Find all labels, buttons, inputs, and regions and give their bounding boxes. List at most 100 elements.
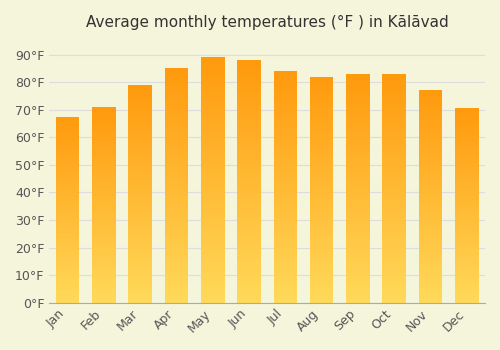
Bar xyxy=(201,163,224,165)
Bar xyxy=(128,218,152,220)
Bar xyxy=(346,250,370,252)
Bar xyxy=(310,201,334,203)
Bar xyxy=(274,164,297,166)
Bar xyxy=(128,235,152,237)
Bar xyxy=(310,282,334,285)
Bar xyxy=(237,176,261,179)
Bar xyxy=(128,285,152,287)
Bar xyxy=(382,133,406,136)
Bar xyxy=(382,186,406,188)
Bar xyxy=(310,289,334,291)
Bar xyxy=(418,156,442,159)
Bar xyxy=(237,60,261,63)
Bar xyxy=(201,209,224,212)
Bar xyxy=(455,213,478,215)
Bar xyxy=(92,158,116,160)
Bar xyxy=(92,256,116,258)
Bar xyxy=(310,111,334,113)
Bar xyxy=(237,300,261,303)
Bar xyxy=(274,111,297,113)
Bar xyxy=(346,122,370,124)
Bar xyxy=(164,76,188,78)
Bar xyxy=(237,167,261,169)
Bar xyxy=(237,94,261,97)
Bar xyxy=(418,133,442,135)
Bar xyxy=(164,211,188,214)
Bar xyxy=(56,243,80,245)
Bar xyxy=(92,115,116,117)
Bar xyxy=(237,266,261,269)
Bar xyxy=(455,182,478,184)
Bar xyxy=(274,101,297,104)
Bar xyxy=(128,142,152,144)
Bar xyxy=(128,150,152,153)
Bar xyxy=(455,273,478,275)
Bar xyxy=(455,126,478,128)
Bar xyxy=(164,178,188,181)
Bar xyxy=(418,112,442,114)
Bar xyxy=(418,163,442,165)
Bar xyxy=(310,228,334,230)
Bar xyxy=(201,227,224,229)
Bar xyxy=(164,130,188,132)
Bar xyxy=(56,254,80,256)
Bar xyxy=(237,225,261,228)
Bar xyxy=(56,219,80,221)
Bar xyxy=(418,277,442,279)
Bar xyxy=(237,128,261,131)
Bar xyxy=(237,230,261,232)
Bar xyxy=(56,198,80,200)
Bar xyxy=(274,250,297,252)
Bar xyxy=(237,102,261,104)
Bar xyxy=(237,164,261,167)
Bar xyxy=(418,188,442,190)
Bar xyxy=(418,203,442,205)
Bar xyxy=(164,232,188,235)
Bar xyxy=(128,276,152,279)
Bar xyxy=(56,301,80,303)
Bar xyxy=(201,170,224,173)
Bar xyxy=(128,264,152,266)
Bar xyxy=(455,299,478,301)
Bar xyxy=(92,240,116,242)
Bar xyxy=(346,264,370,266)
Bar xyxy=(310,255,334,258)
Bar xyxy=(164,242,188,244)
Bar xyxy=(164,106,188,108)
Bar xyxy=(92,277,116,279)
Bar xyxy=(455,234,478,237)
Bar xyxy=(274,205,297,208)
Bar xyxy=(382,166,406,168)
Bar xyxy=(237,259,261,261)
Bar xyxy=(418,262,442,265)
Bar xyxy=(164,153,188,155)
Bar xyxy=(56,247,80,249)
Bar xyxy=(164,258,188,260)
Bar xyxy=(274,280,297,282)
Bar xyxy=(237,240,261,242)
Bar xyxy=(201,286,224,288)
Bar xyxy=(310,300,334,303)
Bar xyxy=(455,205,478,208)
Bar xyxy=(128,266,152,268)
Bar xyxy=(455,118,478,120)
Bar xyxy=(274,212,297,215)
Bar xyxy=(128,120,152,122)
Bar xyxy=(310,135,334,138)
Bar xyxy=(382,284,406,287)
Bar xyxy=(237,218,261,220)
Bar xyxy=(237,184,261,186)
Bar xyxy=(310,92,334,95)
Bar xyxy=(455,244,478,246)
Bar xyxy=(128,116,152,118)
Bar xyxy=(455,196,478,198)
Bar xyxy=(92,254,116,256)
Bar xyxy=(346,273,370,275)
Bar xyxy=(346,142,370,145)
Bar xyxy=(237,99,261,102)
Bar xyxy=(274,238,297,240)
Bar xyxy=(310,248,334,251)
Bar xyxy=(201,94,224,97)
Bar xyxy=(346,81,370,83)
Bar xyxy=(274,99,297,101)
